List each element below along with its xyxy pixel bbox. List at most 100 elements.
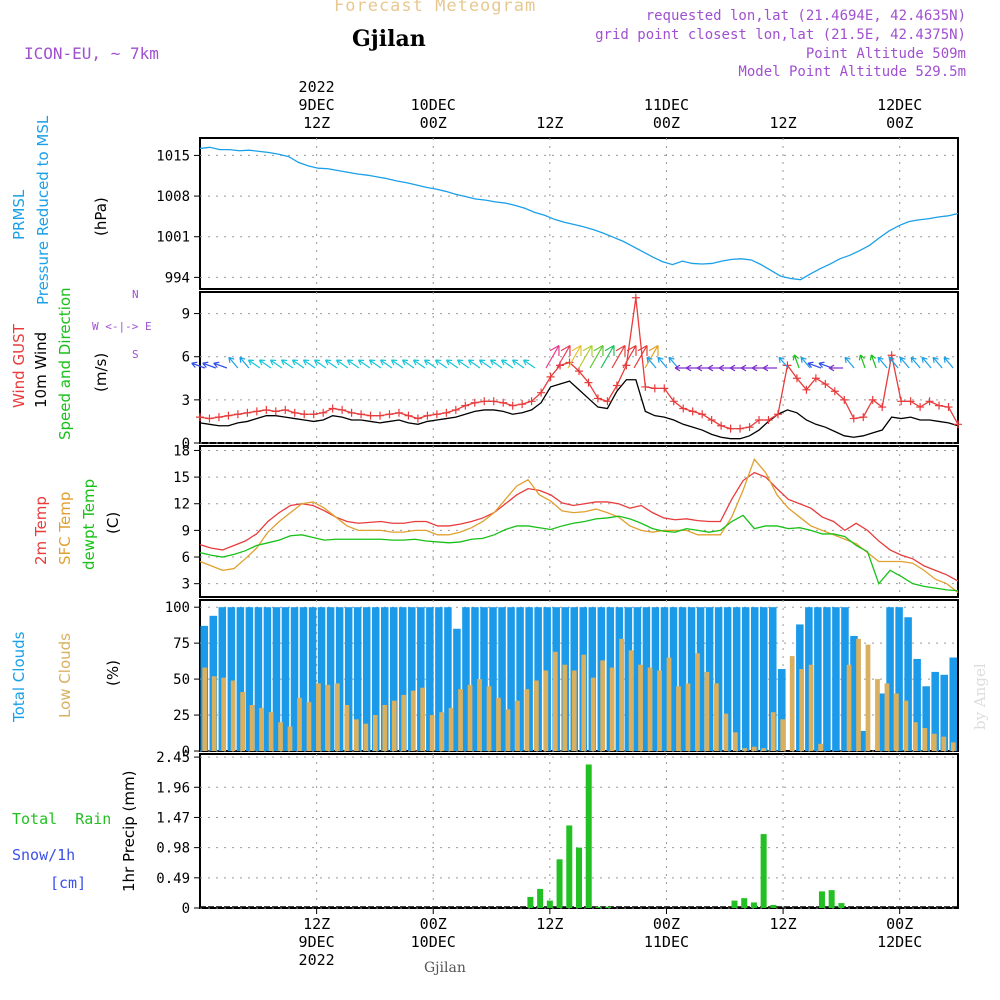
total-cloud-bar	[633, 607, 642, 751]
total-cloud-bar	[741, 607, 750, 751]
wind-direction-arrow	[644, 344, 659, 369]
top-time-label: 00Z	[886, 114, 913, 132]
total-cloud-bar	[245, 607, 254, 751]
pressure-panel-frame	[199, 137, 959, 290]
rain-bar	[576, 847, 582, 908]
low-cloud-bar	[230, 680, 236, 751]
total-cloud-bar	[841, 607, 849, 751]
wind-gust-marker	[916, 403, 925, 412]
wind-direction-arrow	[828, 364, 844, 372]
total-cloud-bar	[272, 607, 281, 751]
rain-bar	[556, 859, 563, 908]
low-cloud-bar	[704, 671, 710, 751]
wind-direction-arrow	[943, 356, 954, 369]
total-cloud-bar	[696, 607, 705, 751]
low-cloud-bar	[751, 746, 757, 751]
total-cloud-bar	[480, 607, 488, 751]
top-time-label: 12Z	[303, 114, 330, 132]
low-cloud-bar	[714, 683, 719, 751]
wind-gust-marker	[954, 420, 962, 429]
low-cloud-bar	[903, 700, 909, 751]
low-cloud-bar	[505, 709, 511, 751]
wind-gust-marker	[508, 401, 517, 410]
wind-direction-arrow	[858, 354, 866, 369]
total-cloud-bar	[227, 607, 236, 751]
wind-direction-arrow	[478, 359, 492, 369]
total-cloud-bar	[399, 607, 407, 751]
rain-bar	[741, 898, 748, 908]
total-cloud-bar	[516, 607, 524, 751]
wind-direction-arrow	[228, 356, 239, 369]
low-cloud-bar	[543, 670, 549, 751]
clouds-tick-label: 75	[173, 636, 190, 652]
temp-tick-label: 15	[173, 470, 190, 486]
total-cloud-bar	[714, 607, 723, 751]
wind-direction-arrow	[239, 356, 250, 369]
wind-direction-arrow	[522, 359, 536, 369]
rain-bar	[537, 888, 544, 908]
low-cloud-bar	[619, 638, 625, 751]
low-cloud-bar	[486, 686, 492, 751]
wind-gust-marker	[840, 395, 849, 404]
top-time-label: 9DEC	[299, 96, 335, 114]
temp-dewpt-line	[199, 514, 959, 592]
rain-bar	[770, 904, 777, 908]
wind-gust-marker	[906, 397, 915, 406]
total-cloud-bar	[462, 607, 470, 751]
low-cloud-bar	[894, 693, 899, 751]
low-cloud-bar	[912, 722, 918, 751]
clouds-unit: (%)	[104, 660, 122, 686]
low-cloud-bar	[950, 742, 956, 751]
wind-direction-arrow	[489, 359, 503, 369]
temp-tick-label: 3	[182, 577, 190, 593]
wind-gust-marker	[859, 413, 868, 422]
compass-s: S	[132, 348, 139, 361]
wind-direction-arrow	[423, 359, 437, 369]
wind-gust-marker	[811, 374, 820, 383]
low-cloud-bar	[922, 727, 928, 751]
low-cloud-bar	[600, 660, 606, 751]
low-cloud-bar	[515, 700, 520, 751]
wind-direction-arrow	[434, 359, 448, 369]
location-title: Gjilan	[352, 26, 426, 52]
low-cloud-bar	[647, 667, 653, 751]
low-cloud-bar	[382, 704, 388, 751]
low-cloud-bar	[278, 722, 283, 751]
wind-direction-arrow	[545, 344, 560, 369]
wind-gust-line	[199, 297, 959, 430]
total-cloud-bar	[705, 607, 714, 751]
precip-cm-label: [cm]	[50, 874, 86, 892]
clouds-total-label: Total Clouds	[10, 631, 28, 723]
wind-gust-marker	[631, 293, 640, 302]
bottom-time-label: 00Z	[420, 915, 447, 933]
low-cloud-bar	[609, 667, 615, 751]
bottom-time-label: 9DEC	[299, 933, 335, 951]
low-cloud-bar	[732, 732, 738, 751]
total-cloud-bar	[922, 686, 930, 751]
total-cloud-bar	[534, 607, 542, 751]
wind-direction-arrow	[567, 344, 582, 369]
wind-gust-marker	[878, 403, 887, 412]
total-cloud-bar	[489, 607, 497, 751]
low-cloud-bar	[657, 670, 662, 751]
total-cloud-bar	[471, 607, 479, 751]
wind-gust-marker	[499, 398, 508, 407]
wind-gust-marker	[243, 408, 252, 417]
wind-direction-arrow	[412, 359, 426, 369]
rain-bar	[731, 900, 738, 908]
low-cloud-bar	[571, 670, 577, 751]
total-cloud-bar	[371, 607, 380, 751]
wind-direction-arrow	[456, 359, 470, 369]
low-cloud-bar	[524, 689, 530, 751]
total-cloud-bar	[859, 730, 867, 751]
wind-direction-arrow	[932, 356, 943, 369]
pressure-label-2: Pressure Reduced to MSL	[34, 115, 52, 305]
total-cloud-bar	[254, 607, 263, 751]
wind-direction-arrow	[213, 361, 228, 369]
low-cloud-bar	[685, 683, 691, 751]
total-cloud-bar	[895, 607, 903, 751]
bottom-time-label: 2022	[299, 951, 335, 969]
low-cloud-bar	[268, 712, 274, 751]
wind-tick-label: 9	[182, 307, 190, 323]
